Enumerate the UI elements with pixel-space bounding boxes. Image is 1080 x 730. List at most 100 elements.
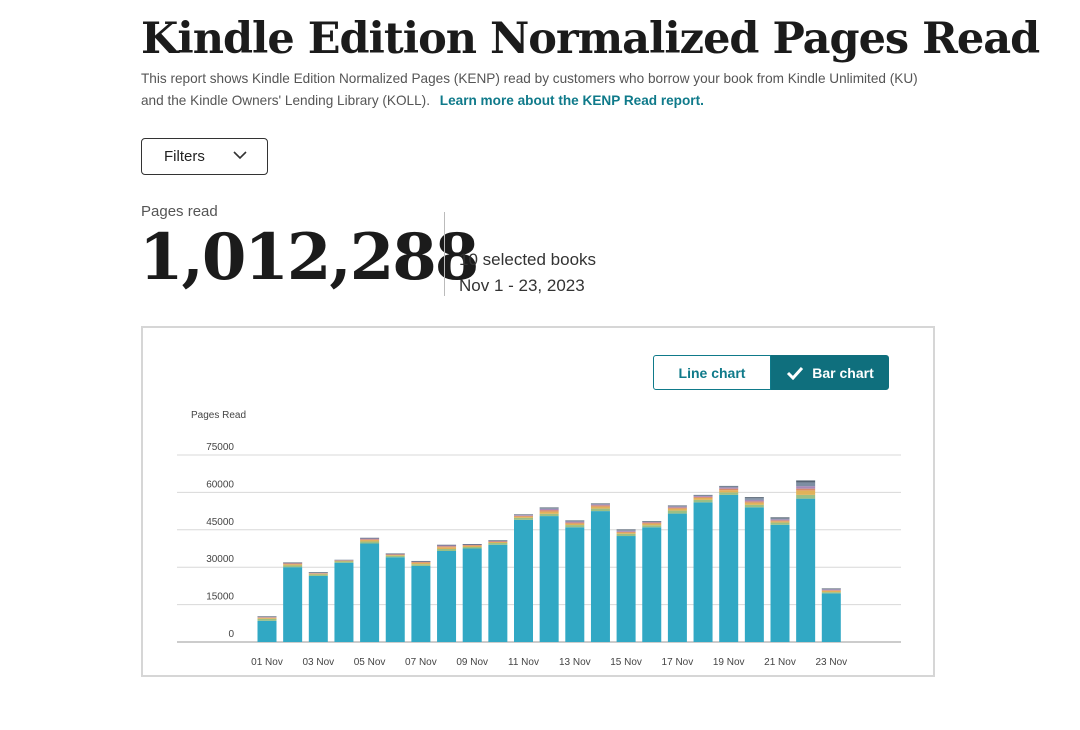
bar-segment[interactable] [667, 505, 687, 507]
bar-group[interactable] [360, 537, 380, 642]
bar-segment[interactable] [744, 504, 764, 508]
filters-dropdown[interactable]: Filters [141, 138, 268, 175]
bar-segment[interactable] [590, 511, 610, 642]
bar-segment[interactable] [616, 529, 636, 531]
bar-segment[interactable] [283, 563, 303, 565]
bar-segment[interactable] [411, 562, 431, 565]
bar-segment[interactable] [334, 559, 354, 561]
bar-group[interactable] [308, 572, 328, 642]
bar-segment[interactable] [590, 503, 610, 505]
bar-segment[interactable] [642, 521, 662, 523]
bar-segment[interactable] [770, 519, 790, 521]
bar-segment[interactable] [693, 495, 713, 497]
bar-segment[interactable] [257, 616, 277, 617]
bar-group[interactable] [770, 517, 790, 642]
bar-segment[interactable] [565, 520, 585, 522]
bar-segment[interactable] [308, 573, 328, 574]
bar-segment[interactable] [257, 617, 277, 618]
bar-segment[interactable] [565, 520, 585, 521]
bar-segment[interactable] [411, 565, 431, 642]
bar-segment[interactable] [719, 492, 739, 495]
bar-group[interactable] [642, 521, 662, 642]
bar-segment[interactable] [411, 564, 431, 566]
bar-segment[interactable] [667, 505, 687, 506]
bar-segment[interactable] [616, 530, 636, 532]
bar-segment[interactable] [334, 560, 354, 562]
bar-group[interactable] [796, 480, 816, 642]
bar-chart-button[interactable]: Bar chart [771, 355, 889, 390]
bar-segment[interactable] [719, 486, 739, 488]
bar-segment[interactable] [616, 536, 636, 642]
bar-segment[interactable] [821, 592, 841, 594]
bar-group[interactable] [744, 497, 764, 642]
bar-group[interactable] [565, 520, 585, 642]
bar-segment[interactable] [796, 498, 816, 642]
bar-group[interactable] [667, 505, 687, 642]
bar-segment[interactable] [308, 575, 328, 642]
bar-segment[interactable] [719, 494, 739, 642]
bar-segment[interactable] [693, 497, 713, 500]
bar-segment[interactable] [719, 487, 739, 489]
bar-segment[interactable] [796, 490, 816, 495]
bar-segment[interactable] [437, 546, 457, 548]
bar-segment[interactable] [411, 560, 431, 562]
bar-segment[interactable] [821, 588, 841, 590]
bar-group[interactable] [462, 544, 482, 642]
bar-segment[interactable] [770, 522, 790, 525]
bar-segment[interactable] [565, 521, 585, 523]
bar-segment[interactable] [719, 488, 739, 491]
bar-segment[interactable] [539, 507, 559, 509]
bar-segment[interactable] [565, 527, 585, 642]
bar-segment[interactable] [565, 525, 585, 528]
bar-segment[interactable] [385, 553, 405, 554]
bar-segment[interactable] [539, 513, 559, 517]
bar-segment[interactable] [488, 544, 508, 642]
bar-segment[interactable] [385, 557, 405, 642]
bar-segment[interactable] [744, 498, 764, 500]
bar-segment[interactable] [744, 499, 764, 502]
bar-segment[interactable] [693, 502, 713, 642]
bar-segment[interactable] [360, 538, 380, 540]
bar-segment[interactable] [693, 499, 713, 503]
bar-segment[interactable] [514, 516, 533, 518]
bar-segment[interactable] [462, 545, 482, 548]
bar-segment[interactable] [385, 554, 405, 556]
bar-segment[interactable] [693, 494, 713, 496]
bar-segment[interactable] [539, 510, 559, 512]
bar-segment[interactable] [616, 532, 636, 534]
bar-segment[interactable] [334, 561, 354, 563]
bar-segment[interactable] [770, 518, 790, 520]
bar-segment[interactable] [770, 520, 790, 522]
bar-segment[interactable] [514, 515, 533, 516]
bar-segment[interactable] [590, 503, 610, 504]
bar-segment[interactable] [667, 506, 687, 508]
bar-segment[interactable] [744, 507, 764, 642]
bar-segment[interactable] [796, 494, 816, 499]
bar-segment[interactable] [744, 497, 764, 499]
bar-segment[interactable] [821, 593, 841, 642]
bar-group[interactable] [411, 560, 431, 642]
bar-segment[interactable] [539, 511, 559, 514]
bar-segment[interactable] [437, 545, 457, 547]
bar-segment[interactable] [539, 508, 559, 511]
bar-group[interactable] [514, 514, 533, 642]
bar-segment[interactable] [283, 562, 303, 563]
bar-segment[interactable] [565, 522, 585, 524]
bar-segment[interactable] [411, 561, 431, 563]
bar-segment[interactable] [539, 516, 559, 642]
bar-segment[interactable] [514, 517, 533, 520]
bar-segment[interactable] [283, 565, 303, 568]
bar-segment[interactable] [462, 544, 482, 545]
bar-segment[interactable] [360, 540, 380, 542]
bar-segment[interactable] [616, 531, 636, 533]
bar-group[interactable] [693, 494, 713, 642]
bar-group[interactable] [283, 562, 303, 642]
bar-segment[interactable] [360, 541, 380, 544]
bar-segment[interactable] [821, 588, 841, 589]
bar-segment[interactable] [590, 504, 610, 506]
line-chart-button[interactable]: Line chart [653, 355, 771, 390]
bar-segment[interactable] [642, 527, 662, 642]
bar-segment[interactable] [308, 574, 328, 576]
bar-segment[interactable] [616, 533, 636, 537]
bar-segment[interactable] [360, 537, 380, 539]
